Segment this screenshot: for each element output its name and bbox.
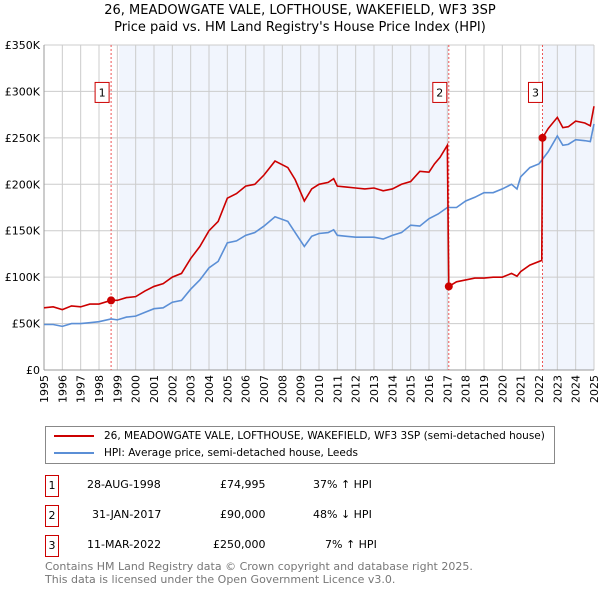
sale-label: 3 [532,86,539,99]
y-tick-label: £350K [5,39,41,52]
sale-row: 1 28-AUG-1998 £74,995 37% ↑ HPI [45,475,465,497]
x-tick-label: 2025 [588,375,600,403]
x-tick-label: 2011 [331,375,344,403]
x-tick-label: 2024 [570,375,583,403]
legend: 26, MEADOWGATE VALE, LOFTHOUSE, WAKEFIEL… [45,426,555,464]
x-tick-label: 2007 [258,375,271,403]
x-tick-label: 2009 [295,375,308,403]
x-tick-label: 2006 [240,375,253,403]
x-tick-label: 1995 [38,375,51,403]
sale-label-box [432,81,448,103]
shaded-period [542,45,594,370]
y-tick-label: £0 [26,364,40,377]
x-tick-label: 2005 [221,375,234,403]
chart-title: 26, MEADOWGATE VALE, LOFTHOUSE, WAKEFIEL… [0,2,600,36]
sale-hpi: 48% ↓ HPI [313,508,372,521]
x-tick-label: 2019 [478,375,491,403]
sale-price: £74,995 [220,478,266,491]
x-tick-label: 2021 [515,375,528,403]
x-tick-label: 2015 [405,375,418,403]
sale-date: 11-MAR-2022 [87,538,162,551]
legend-swatch-blue [54,452,94,454]
subtitle-line: Price paid vs. HM Land Registry's House … [114,20,486,35]
sale-date: 28-AUG-1998 [87,478,161,491]
series-line-price-paid [43,106,595,311]
sale-point [107,296,116,305]
shaded-period [119,45,449,370]
sale-number: 1 [45,475,59,497]
sale-point [444,282,453,291]
x-tick-label: 1999 [111,375,124,403]
x-tick-label: 2001 [148,375,161,403]
x-tick-label: 1996 [56,375,69,403]
footer: Contains HM Land Registry data © Crown c… [45,560,473,586]
x-tick-label: 2018 [460,375,473,403]
x-tick-label: 2000 [130,375,143,403]
x-tick-label: 1997 [75,375,88,403]
footer-line: Contains HM Land Registry data © Crown c… [45,560,473,573]
sale-row: 2 31-JAN-2017 £90,000 48% ↓ HPI [45,505,465,527]
sale-price: £90,000 [220,508,266,521]
y-tick-label: £300K [5,85,41,98]
x-tick-label: 2008 [276,375,289,403]
legend-swatch-red [54,435,94,437]
x-tick-label: 2023 [551,375,564,403]
footer-line: This data is licensed under the Open Gov… [45,573,396,586]
x-tick-label: 2016 [423,375,436,403]
y-tick-label: £250K [5,132,41,145]
x-tick-label: 2014 [386,375,399,403]
x-tick-label: 2002 [166,375,179,403]
sale-label: 2 [436,86,443,99]
series-line-hpi [44,123,595,328]
sale-row: 3 11-MAR-2022 £250,000 7% ↑ HPI [45,535,465,557]
chart: 1995 1996 1997 1998 1999 2000 2001 2002 2003 2004… [5,39,600,403]
y-tick-label: £50K [12,318,41,331]
sale-number: 3 [45,535,59,557]
sale-label: 1 [99,86,106,99]
x-tick-label: 2012 [350,375,363,403]
y-tick-label: £200K [5,178,41,191]
sale-price: £250,000 [213,538,266,551]
x-tick-label: 2020 [496,375,509,403]
x-tick-label: 2013 [368,375,381,403]
legend-label: 26, MEADOWGATE VALE, LOFTHOUSE, WAKEFIEL… [104,430,545,442]
sale-hpi: 37% ↑ HPI [313,478,372,491]
y-tick-label: £150K [5,225,41,238]
x-tick-label: 2017 [441,375,454,403]
sale-label-box [527,81,543,103]
x-tick-label: 2010 [313,375,326,403]
x-tick-label: 2022 [533,375,546,403]
sale-label-box [94,81,110,103]
legend-label: HPI: Average price, semi-detached house,… [104,447,358,459]
x-tick-label: 2003 [185,375,198,403]
title-line: 26, MEADOWGATE VALE, LOFTHOUSE, WAKEFIEL… [104,3,496,18]
sale-point [538,133,547,142]
x-tick-label: 1998 [93,375,106,403]
y-tick-label: £100K [5,271,41,284]
sale-number: 2 [45,505,59,527]
x-tick-label: 2004 [203,375,216,403]
sale-date: 31-JAN-2017 [92,508,162,521]
sale-hpi: 7% ↑ HPI [325,538,377,551]
